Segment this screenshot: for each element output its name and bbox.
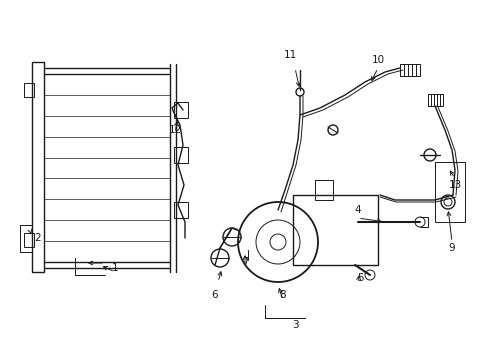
Text: 8: 8 xyxy=(279,290,286,300)
Text: 9: 9 xyxy=(448,243,454,253)
Bar xyxy=(174,147,187,163)
Text: 7: 7 xyxy=(241,257,248,267)
Bar xyxy=(174,102,187,118)
Text: 6: 6 xyxy=(211,290,218,300)
Bar xyxy=(434,162,464,222)
Text: 10: 10 xyxy=(371,55,384,65)
Bar xyxy=(32,62,44,272)
Bar xyxy=(24,83,34,97)
Bar xyxy=(24,233,34,247)
Bar xyxy=(292,195,377,265)
Text: 2: 2 xyxy=(35,233,41,243)
Text: 13: 13 xyxy=(447,180,461,190)
Text: 1: 1 xyxy=(111,263,118,273)
Text: 5: 5 xyxy=(356,273,363,283)
Text: 12: 12 xyxy=(168,125,181,135)
Bar xyxy=(174,202,187,218)
Text: 11: 11 xyxy=(283,50,296,60)
Text: 4: 4 xyxy=(354,205,361,215)
Text: 3: 3 xyxy=(291,320,298,330)
Bar xyxy=(314,180,332,200)
